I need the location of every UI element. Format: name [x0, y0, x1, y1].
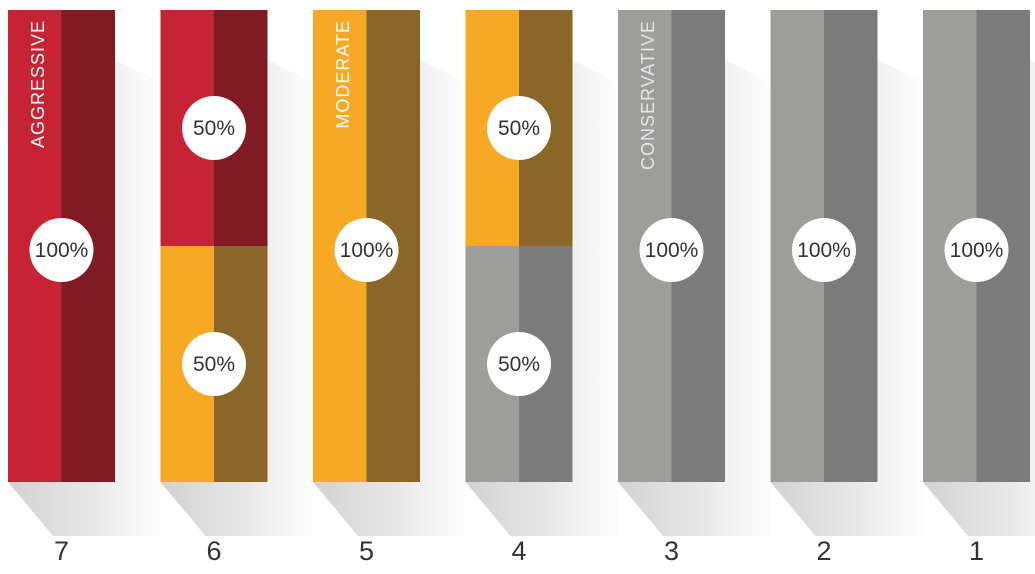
percent-label: 100%: [340, 239, 394, 262]
category-label: 1: [969, 536, 984, 566]
column-5: 100% MODERATE: [313, 10, 420, 482]
column-2: 100%: [770, 10, 878, 482]
category-label: 3: [664, 536, 679, 566]
percent-circle: [487, 332, 551, 396]
category-label: 6: [206, 536, 221, 566]
percent-circle: [639, 218, 704, 282]
percent-label: 100%: [950, 239, 1004, 262]
percent-label: 100%: [35, 239, 89, 262]
percent-circle: [182, 96, 246, 160]
column-title: MODERATE: [333, 20, 353, 129]
percent-circle: [334, 218, 399, 282]
percent-circle: [792, 218, 856, 282]
column-7: 100% AGGRESSIVE: [8, 10, 115, 482]
percent-circle: [29, 218, 94, 282]
percent-circle: [487, 96, 551, 160]
column-1: 100%: [923, 10, 1030, 482]
category-label: 5: [359, 536, 374, 566]
column-3: 100% CONSERVATIVE: [618, 10, 725, 482]
column-title: AGGRESSIVE: [28, 20, 48, 148]
column-4: 50% 50%: [465, 10, 573, 482]
column-title: CONSERVATIVE: [638, 20, 658, 170]
percent-label: 50%: [193, 353, 235, 376]
percent-circle: [182, 332, 246, 396]
percent-label: 50%: [193, 117, 235, 140]
percent-label: 50%: [498, 117, 540, 140]
category-label: 7: [54, 536, 69, 566]
category-label: 4: [511, 536, 526, 566]
percent-circle: [944, 218, 1009, 282]
category-label: 2: [816, 536, 831, 566]
percent-label: 100%: [645, 239, 699, 262]
percent-label: 100%: [797, 239, 851, 262]
percent-label: 50%: [498, 353, 540, 376]
column-6: 50% 50%: [160, 10, 268, 482]
